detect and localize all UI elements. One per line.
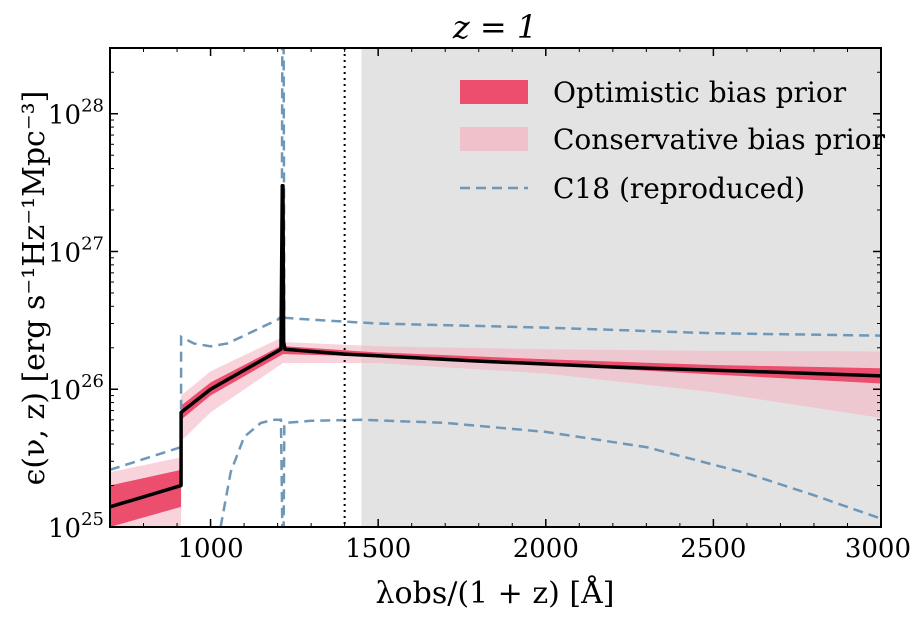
x-tick-label: 3000 [845, 534, 911, 564]
y-tick-label: 1025 [48, 509, 104, 544]
legend-swatch-optimistic [460, 80, 528, 104]
y-tick-label: 1027 [48, 233, 104, 268]
median-emissivity-line [110, 184, 881, 509]
plot-frame [109, 47, 882, 528]
x-tick-label: 2000 [513, 534, 579, 564]
conservative-bias-band [110, 336, 881, 527]
legend-label-optimistic: Optimistic bias prior [553, 76, 847, 109]
legend: Optimistic bias prior Conservative bias … [460, 76, 886, 205]
legend-label-conservative: Conservative bias prior [553, 123, 886, 156]
y-tick-label: 1026 [48, 371, 104, 406]
y-tick-label: 1028 [48, 96, 104, 131]
axis-tick-labels: 1000 1500 2000 2500 3000 1025 1026 1027 1028 [48, 96, 911, 564]
y-axis-label: ϵ(ν, z) [erg s⁻¹Hz⁻¹Mpc⁻³] [17, 91, 52, 486]
c18-upper-dashed-line [110, 48, 881, 472]
c18-lower-dashed-line [219, 418, 881, 527]
excluded-region-shading [361, 48, 881, 527]
legend-label-c18: C18 (reproduced) [553, 172, 805, 205]
x-tick-label: 2500 [680, 534, 746, 564]
x-axis-label: λobs/(1 + z) [Å] [376, 575, 615, 611]
chart-title: z = 1 [452, 8, 537, 46]
legend-swatch-conservative [460, 127, 528, 151]
x-tick-label: 1000 [177, 534, 243, 564]
axis-ticks [110, 47, 882, 528]
x-tick-label: 1500 [345, 534, 411, 564]
